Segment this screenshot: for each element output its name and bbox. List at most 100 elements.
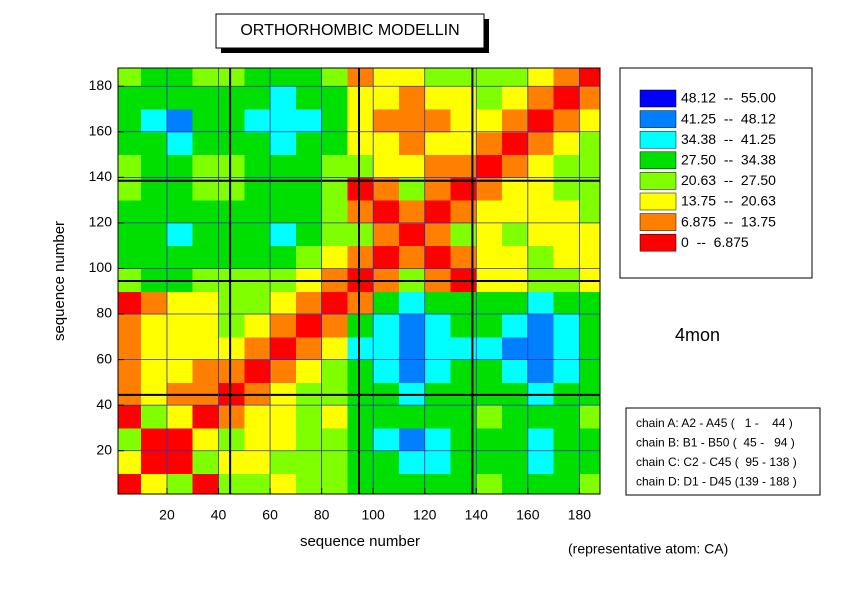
cell [502, 154, 529, 178]
cell [295, 131, 323, 156]
cell [166, 314, 194, 338]
cell [502, 473, 529, 495]
cell [373, 154, 400, 178]
cell [270, 131, 297, 156]
cell [295, 473, 323, 495]
cell [398, 68, 426, 87]
plot-frame [117, 67, 601, 495]
cell [579, 314, 601, 338]
y-tick-label: 160 [89, 122, 113, 138]
cell [476, 177, 503, 201]
chain-text: chain B: B1 - B50 ( 45 - 94 ) [636, 436, 795, 450]
cell [553, 200, 580, 224]
cell [476, 245, 503, 269]
cell [450, 245, 477, 269]
cell [295, 314, 323, 338]
cell [502, 314, 529, 338]
cell [398, 336, 426, 361]
cell [398, 473, 426, 495]
cell [579, 86, 601, 110]
cell [476, 222, 503, 247]
cell [450, 314, 477, 338]
y-tick-label: 100 [89, 259, 113, 275]
cell [321, 473, 348, 495]
cell [398, 314, 426, 338]
cell [118, 405, 142, 429]
cell [527, 291, 555, 315]
legend-label: 27.50 -- 34.38 [681, 152, 776, 168]
cell [141, 200, 168, 224]
cell [450, 359, 477, 383]
cell [553, 177, 580, 201]
y-tick-label: 80 [96, 305, 112, 321]
cell [295, 291, 323, 315]
cell [450, 291, 477, 315]
cell [373, 405, 400, 429]
legend-label: 41.25 -- 48.12 [681, 110, 776, 126]
cell [321, 131, 348, 156]
cell [244, 200, 271, 224]
cell [579, 154, 601, 178]
cell [579, 222, 601, 247]
cell [450, 450, 477, 474]
cell [118, 245, 142, 269]
cell [527, 200, 555, 224]
cell [450, 222, 477, 247]
chain-text: chain A: A2 - A45 ( 1 - 44 ) [636, 416, 793, 430]
cell [424, 427, 452, 452]
cell [118, 336, 142, 361]
cell [192, 200, 220, 224]
legend-swatch [639, 151, 677, 170]
y-tick-label: 40 [96, 396, 112, 412]
cell [347, 245, 374, 269]
cell [450, 109, 477, 133]
cell [321, 68, 348, 87]
y-axis-label: sequence number [51, 221, 68, 341]
cell [192, 222, 220, 247]
cell [270, 336, 297, 361]
cell [424, 359, 452, 383]
cell [450, 131, 477, 156]
cell [118, 86, 142, 110]
cell [398, 245, 426, 269]
cell [347, 359, 374, 383]
cell [118, 68, 142, 87]
cell [424, 222, 452, 247]
cell [270, 154, 297, 178]
cell [553, 450, 580, 474]
cell [476, 200, 503, 224]
cell [321, 222, 348, 247]
y-tick-label: 20 [96, 441, 112, 457]
cell [398, 427, 426, 452]
cell [373, 291, 400, 315]
cell [244, 154, 271, 178]
cell [218, 314, 245, 338]
cell [118, 427, 142, 452]
cell [192, 68, 220, 87]
cell [502, 336, 529, 361]
cell [347, 291, 374, 315]
cell [450, 68, 477, 87]
cell [244, 222, 271, 247]
cell [373, 359, 400, 383]
cell [166, 109, 194, 133]
cell [118, 450, 142, 474]
cell [141, 154, 168, 178]
y-tick-label: 120 [89, 214, 113, 230]
cell [270, 222, 297, 247]
cell [450, 473, 477, 495]
cell [347, 222, 374, 247]
cell [321, 200, 348, 224]
cell [527, 245, 555, 269]
cell [476, 405, 503, 429]
cell [424, 314, 452, 338]
cell [579, 68, 601, 87]
cell [579, 336, 601, 361]
cell [398, 450, 426, 474]
chart-title: ORTHORHOMBIC MODELLIN [240, 22, 459, 39]
cell [166, 450, 194, 474]
cell [373, 473, 400, 495]
cell [527, 109, 555, 133]
cell [141, 109, 168, 133]
cell [244, 177, 271, 201]
